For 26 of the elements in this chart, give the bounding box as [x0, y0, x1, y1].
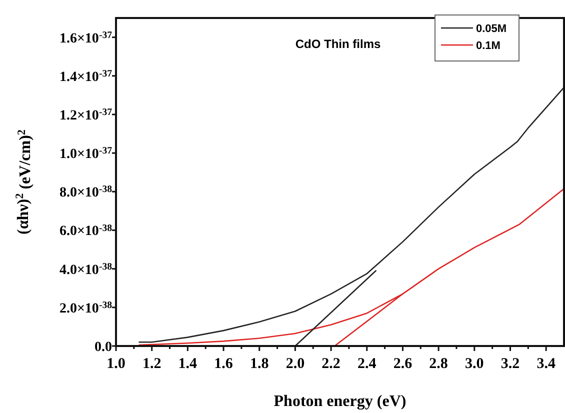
x-tick-label: 2.2 [322, 356, 340, 372]
x-tick-label: 3.4 [536, 356, 556, 372]
x-tick-label: 2.8 [429, 356, 448, 372]
y-tick-label: 2.0×10$^{-38}$ [59, 300, 112, 316]
x-tick-label: 1.8 [250, 356, 269, 372]
y-tick-label: 4.0×10$^{-38}$ [59, 261, 112, 278]
x-tick-label: 1.6 [214, 356, 234, 372]
y-tick-label: 1.4×10$^{-37}$ [59, 68, 112, 85]
y-tick-label: 8.0×10$^{-38}$ [59, 184, 112, 201]
y-tick-label: 0.0 [94, 340, 112, 355]
x-axis-title: Photon energy (eV) [274, 393, 406, 410]
x-tick-label: 3.0 [465, 356, 484, 372]
x-tick-label: 1.4 [178, 356, 198, 372]
x-tick-label: 1.0 [106, 356, 126, 372]
legend-label: 0.05M [476, 23, 507, 35]
text: CdO Thin films [295, 37, 381, 51]
y-tick-label: 1.6×10$^{-37}$ [59, 30, 112, 46]
x-tick-label: 3.2 [500, 356, 520, 372]
x-tick-label: 1.2 [142, 356, 162, 372]
x-tick-label: 2.6 [393, 356, 413, 372]
legend-label: 0.1M [476, 40, 500, 52]
y-tick-label: 6.0×10$^{-38}$ [59, 222, 112, 240]
x-tick-label: 2.0 [286, 356, 305, 372]
x-tick-label: 2.4 [358, 356, 377, 372]
y-tick-label: 1.2×10$^{-37}$ [59, 107, 112, 124]
y-tick-label: 1.0×10$^{-37}$ [59, 146, 112, 162]
